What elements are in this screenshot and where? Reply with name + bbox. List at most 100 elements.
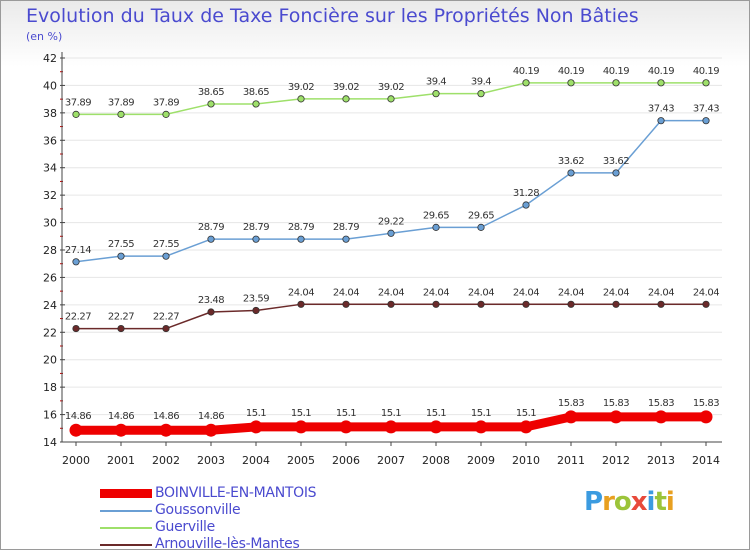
y-tick-label: 38 bbox=[43, 107, 57, 120]
data-point bbox=[342, 95, 350, 103]
data-label: 24.04 bbox=[648, 287, 674, 298]
chart-title: Evolution du Taux de Taxe Foncière sur l… bbox=[26, 5, 639, 27]
logo-letter: i bbox=[646, 487, 656, 517]
x-tick-label: 2010 bbox=[512, 454, 540, 467]
data-point bbox=[342, 235, 350, 243]
y-tick-label: 22 bbox=[43, 326, 57, 339]
data-label: 37.89 bbox=[65, 97, 91, 108]
data-point bbox=[567, 169, 575, 177]
data-point bbox=[342, 300, 350, 308]
y-tick-label: 24 bbox=[43, 299, 57, 312]
data-label: 37.43 bbox=[693, 104, 719, 115]
data-point bbox=[339, 420, 353, 434]
y-tick-label: 26 bbox=[43, 271, 57, 284]
data-label: 15.1 bbox=[471, 408, 491, 419]
data-point bbox=[612, 300, 620, 308]
data-label: 23.59 bbox=[243, 293, 269, 304]
data-point bbox=[294, 420, 308, 434]
data-label: 37.43 bbox=[648, 104, 674, 115]
data-label: 38.65 bbox=[198, 87, 224, 98]
data-label: 22.27 bbox=[65, 312, 91, 323]
line-chart: 14 16 18 20 22 24 26 28 30 32 34 36 38 40 42 2000 2001 20… bbox=[43, 52, 722, 467]
data-point bbox=[522, 300, 530, 308]
data-label: 14.86 bbox=[198, 411, 224, 422]
data-point bbox=[252, 306, 260, 315]
data-label: 24.04 bbox=[558, 287, 584, 298]
x-tick-label: 2002 bbox=[152, 454, 180, 467]
x-tick-label: 2006 bbox=[332, 454, 360, 467]
data-point bbox=[297, 235, 305, 243]
data-point bbox=[702, 79, 710, 87]
data-label: 33.62 bbox=[558, 156, 584, 167]
data-point bbox=[72, 110, 80, 118]
data-point bbox=[72, 324, 80, 333]
data-point bbox=[477, 90, 485, 98]
data-label: 40.19 bbox=[603, 66, 629, 77]
x-tick-label: 2009 bbox=[467, 454, 495, 467]
y-tick-label: 32 bbox=[43, 189, 57, 202]
data-label: 22.27 bbox=[153, 312, 179, 323]
data-label: 15.83 bbox=[693, 398, 719, 409]
data-point bbox=[477, 300, 485, 308]
data-point bbox=[432, 90, 440, 98]
data-point bbox=[702, 117, 710, 125]
data-label: 15.1 bbox=[336, 408, 356, 419]
data-point bbox=[249, 420, 263, 434]
legend-swatch bbox=[100, 543, 152, 546]
data-point bbox=[432, 300, 440, 308]
data-point bbox=[387, 229, 395, 237]
data-label: 28.79 bbox=[198, 222, 224, 233]
data-label: 15.1 bbox=[291, 408, 311, 419]
data-label: 39.02 bbox=[378, 82, 404, 93]
data-label: 27.55 bbox=[108, 239, 134, 250]
data-label: 24.04 bbox=[333, 287, 359, 298]
data-point bbox=[429, 420, 443, 434]
data-label: 40.19 bbox=[513, 66, 539, 77]
data-point bbox=[387, 95, 395, 103]
data-point bbox=[432, 223, 440, 231]
data-point bbox=[657, 79, 665, 87]
data-point bbox=[204, 423, 218, 437]
legend-swatch bbox=[100, 526, 152, 529]
data-point bbox=[162, 110, 170, 118]
legend-swatch bbox=[100, 489, 152, 498]
data-point bbox=[114, 423, 128, 437]
data-point bbox=[609, 410, 623, 424]
data-label: 40.19 bbox=[693, 66, 719, 77]
data-label: 39.02 bbox=[288, 82, 314, 93]
data-label: 15.83 bbox=[558, 398, 584, 409]
logo-letter: o bbox=[613, 487, 632, 517]
data-point bbox=[252, 235, 260, 243]
legend-label: Arnouville-lès-Mantes bbox=[155, 536, 300, 552]
data-point bbox=[162, 324, 170, 333]
x-tick-label: 2003 bbox=[197, 454, 225, 467]
y-tick-label: 42 bbox=[43, 52, 57, 65]
legend-swatch bbox=[100, 509, 152, 512]
data-label: 22.27 bbox=[108, 312, 134, 323]
data-point bbox=[522, 201, 530, 209]
data-point bbox=[117, 324, 125, 333]
data-label: 15.1 bbox=[426, 408, 446, 419]
data-label: 39.02 bbox=[333, 82, 359, 93]
data-label: 24.04 bbox=[288, 287, 314, 298]
x-tick-label: 2000 bbox=[62, 454, 90, 467]
data-label: 24.04 bbox=[603, 287, 629, 298]
data-label: 37.89 bbox=[108, 97, 134, 108]
data-point bbox=[519, 420, 533, 434]
data-label: 14.86 bbox=[108, 411, 134, 422]
y-tick-label: 14 bbox=[43, 436, 57, 449]
x-tick-label: 2011 bbox=[557, 454, 585, 467]
data-label: 24.04 bbox=[468, 287, 494, 298]
data-point bbox=[657, 300, 665, 308]
data-point bbox=[297, 95, 305, 103]
data-label: 15.1 bbox=[381, 408, 401, 419]
data-point bbox=[654, 410, 668, 424]
data-label: 23.48 bbox=[198, 295, 224, 306]
data-label: 24.04 bbox=[378, 287, 404, 298]
data-label: 28.79 bbox=[288, 222, 314, 233]
logo-letter: i bbox=[665, 487, 675, 517]
data-label: 37.89 bbox=[153, 97, 179, 108]
data-label: 29.65 bbox=[423, 210, 449, 221]
legend-label: Guerville bbox=[155, 519, 215, 535]
data-label: 39.4 bbox=[426, 77, 446, 88]
